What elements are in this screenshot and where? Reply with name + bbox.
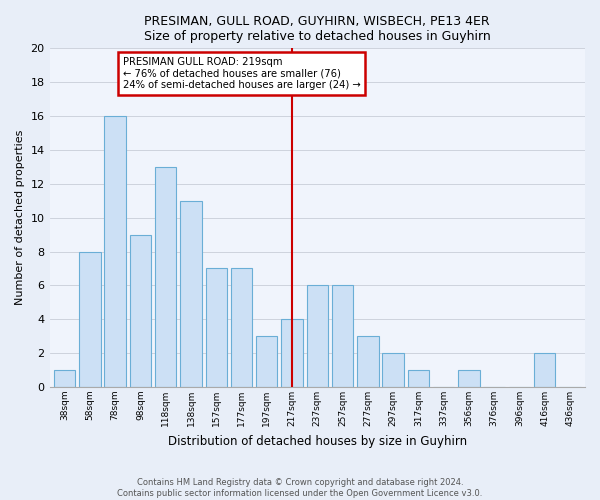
Bar bbox=[130, 234, 151, 387]
Bar bbox=[231, 268, 252, 387]
Bar bbox=[206, 268, 227, 387]
X-axis label: Distribution of detached houses by size in Guyhirn: Distribution of detached houses by size … bbox=[168, 434, 467, 448]
Text: PRESIMAN GULL ROAD: 219sqm
← 76% of detached houses are smaller (76)
24% of semi: PRESIMAN GULL ROAD: 219sqm ← 76% of deta… bbox=[123, 57, 361, 90]
Bar bbox=[534, 353, 556, 387]
Bar bbox=[382, 353, 404, 387]
Bar bbox=[104, 116, 126, 387]
Bar bbox=[407, 370, 429, 387]
Bar bbox=[458, 370, 479, 387]
Bar bbox=[281, 320, 303, 387]
Bar bbox=[180, 200, 202, 387]
Bar bbox=[256, 336, 277, 387]
Bar bbox=[307, 286, 328, 387]
Bar bbox=[155, 167, 176, 387]
Title: PRESIMAN, GULL ROAD, GUYHIRN, WISBECH, PE13 4ER
Size of property relative to det: PRESIMAN, GULL ROAD, GUYHIRN, WISBECH, P… bbox=[144, 15, 491, 43]
Bar bbox=[54, 370, 76, 387]
Y-axis label: Number of detached properties: Number of detached properties bbox=[15, 130, 25, 306]
Text: Contains HM Land Registry data © Crown copyright and database right 2024.
Contai: Contains HM Land Registry data © Crown c… bbox=[118, 478, 482, 498]
Bar bbox=[79, 252, 101, 387]
Bar bbox=[357, 336, 379, 387]
Bar bbox=[332, 286, 353, 387]
